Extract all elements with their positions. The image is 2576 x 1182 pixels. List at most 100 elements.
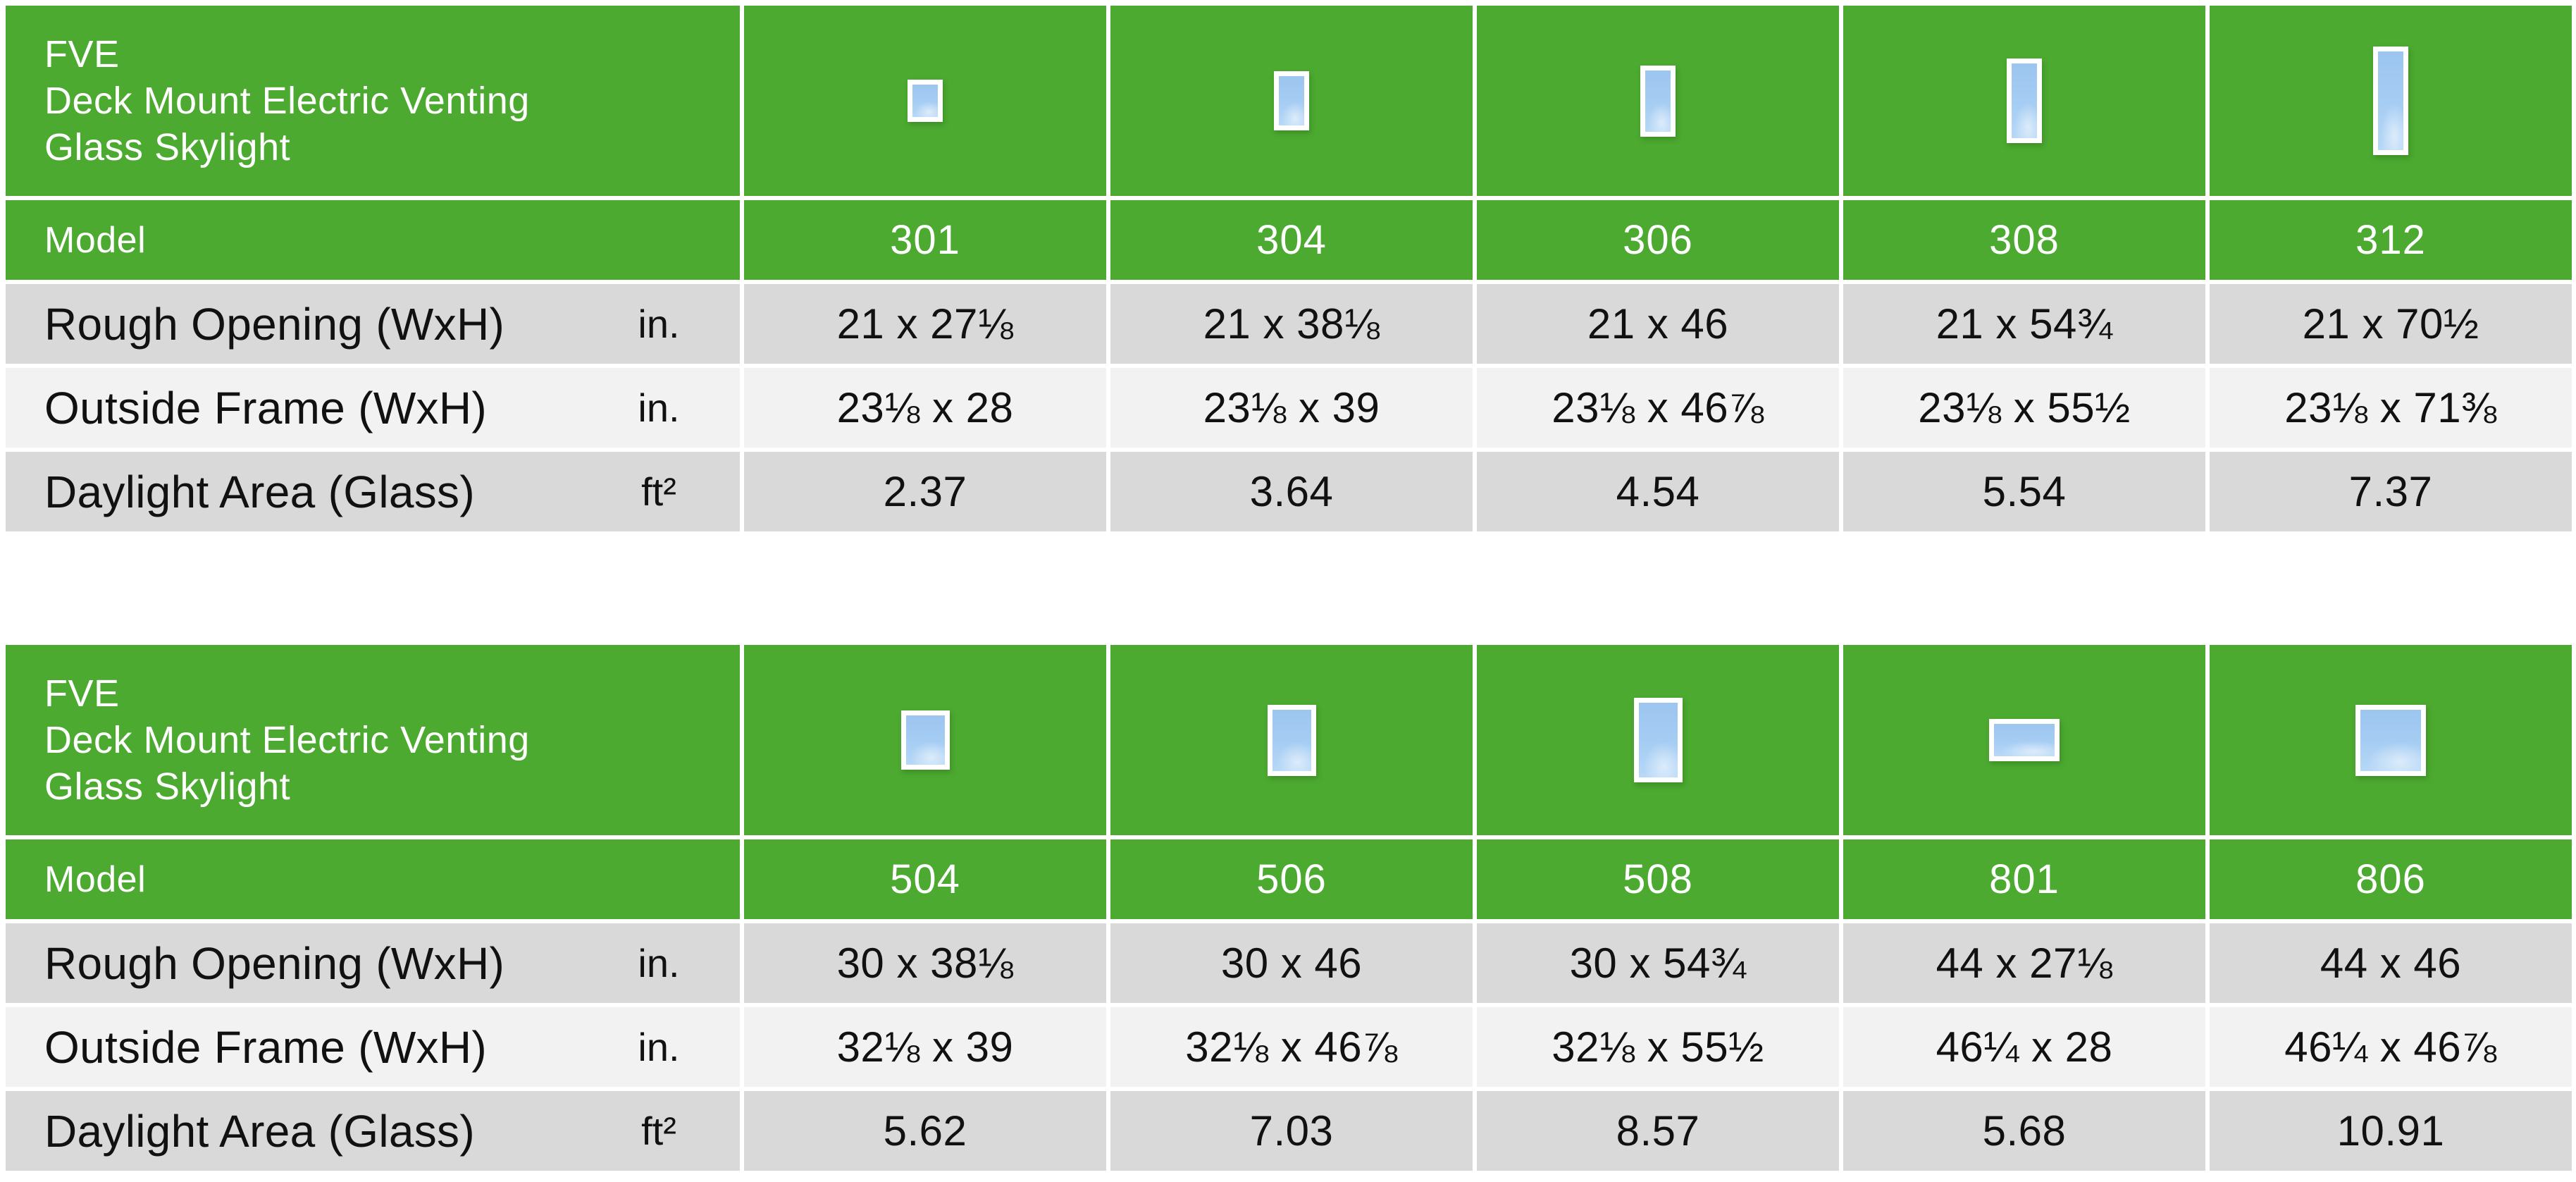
spec-value: 32⅛ x 46⅞ (1185, 1023, 1398, 1071)
skylight-glass (1994, 724, 2055, 756)
spec-value: 44 x 46 (2320, 940, 2462, 987)
spec-value: 23⅛ x 28 (836, 384, 1014, 431)
rough-opening-cell: 44 x 46 (2210, 923, 2572, 1003)
model-number: 504 (890, 856, 960, 902)
model-number-cell: 506 (1110, 839, 1473, 919)
model-number: 306 (1623, 217, 1693, 263)
skylight-306-icon (1640, 65, 1676, 137)
model-number: 506 (1256, 856, 1327, 902)
rough-opening-cell: 30 x 38⅛ (744, 923, 1106, 1003)
model-number-cell: 504 (744, 839, 1106, 919)
spec-value: 32⅛ x 55½ (1552, 1023, 1764, 1071)
table-header-title-cell: FVE Deck Mount Electric Venting Glass Sk… (6, 645, 740, 835)
spec-value: 7.37 (2348, 468, 2433, 515)
rough-opening-cell: 44 x 27⅛ (1843, 923, 2205, 1003)
spec-value: 23⅛ x 55½ (1918, 384, 2131, 431)
row-unit: in. (638, 302, 680, 346)
spec-value: 46¼ x 28 (1936, 1023, 2113, 1071)
product-description-line1: Deck Mount Electric Venting (44, 80, 530, 122)
row-label: Daylight Area (Glass) (44, 466, 475, 517)
rough-opening-cell: 30 x 46 (1110, 923, 1473, 1003)
daylight-area-row-header: Daylight Area (Glass) ft² (6, 452, 740, 531)
model-number-cell: 301 (744, 200, 1106, 280)
skylight-301-icon (908, 80, 943, 122)
spec-value: 2.37 (883, 468, 967, 515)
skylight-glass (2012, 63, 2037, 138)
model-number: 806 (2355, 856, 2426, 902)
rough-opening-cell: 21 x 27⅛ (744, 284, 1106, 364)
outside-frame-cell: 23⅛ x 46⅞ (1477, 368, 1839, 448)
skylight-508-icon (1633, 698, 1683, 782)
outside-frame-cell: 32⅛ x 39 (744, 1007, 1106, 1087)
icon-cell-301 (744, 6, 1106, 196)
icon-cell-308 (1843, 6, 2205, 196)
rough-opening-cell: 21 x 46 (1477, 284, 1839, 364)
model-number: 308 (1989, 217, 2060, 263)
fve-table-large-widths: FVE Deck Mount Electric Venting Glass Sk… (6, 645, 2572, 1171)
icon-cell-304 (1110, 6, 1473, 196)
spec-value: 21 x 27⅛ (836, 300, 1014, 347)
daylight-area-cell: 4.54 (1477, 452, 1839, 531)
icon-cell-504 (744, 645, 1106, 835)
spec-value: 21 x 70½ (2302, 300, 2479, 347)
daylight-area-cell: 5.62 (744, 1091, 1106, 1171)
spec-value: 5.68 (1982, 1107, 2067, 1155)
skylight-304-icon (1274, 71, 1309, 130)
spec-value: 3.64 (1249, 468, 1334, 515)
outside-frame-cell: 46¼ x 46⅞ (2210, 1007, 2572, 1087)
row-label: Outside Frame (WxH) (44, 1021, 487, 1073)
model-number-cell: 801 (1843, 839, 2205, 919)
skylight-glass (2360, 709, 2421, 771)
spec-value: 44 x 27⅛ (1936, 940, 2113, 987)
product-description-line2: Glass Skylight (44, 126, 291, 168)
model-number-cell: 508 (1477, 839, 1839, 919)
icon-cell-306 (1477, 6, 1839, 196)
spec-value: 4.54 (1616, 468, 1700, 515)
model-row-label: Model (44, 858, 147, 900)
icon-cell-312 (2210, 6, 2572, 196)
skylight-312-icon (2373, 47, 2408, 155)
daylight-area-cell: 5.54 (1843, 452, 2205, 531)
row-label: Daylight Area (Glass) (44, 1105, 475, 1157)
model-number-cell: 304 (1110, 200, 1473, 280)
model-number-cell: 306 (1477, 200, 1839, 280)
spec-value: 46¼ x 46⅞ (2284, 1023, 2497, 1071)
model-number: 508 (1623, 856, 1693, 902)
row-label: Rough Opening (WxH) (44, 937, 505, 989)
table-header-title-cell: FVE Deck Mount Electric Venting Glass Sk… (6, 6, 740, 196)
daylight-area-cell: 5.68 (1843, 1091, 2205, 1171)
icon-cell-506 (1110, 645, 1473, 835)
outside-frame-cell: 23⅛ x 39 (1110, 368, 1473, 448)
skylight-glass (1645, 70, 1671, 132)
rough-opening-row-header: Rough Opening (WxH) in. (6, 923, 740, 1003)
spec-value: 30 x 46 (1220, 940, 1363, 987)
skylight-glass (905, 715, 945, 765)
row-unit: in. (638, 386, 680, 430)
spec-value: 30 x 54¾ (1569, 940, 1747, 987)
outside-frame-cell: 46¼ x 28 (1843, 1007, 2205, 1087)
outside-frame-cell: 23⅛ x 55½ (1843, 368, 2205, 448)
icon-cell-806 (2210, 645, 2572, 835)
row-unit: in. (638, 1025, 680, 1069)
model-number: 304 (1256, 217, 1327, 263)
rough-opening-cell: 21 x 70½ (2210, 284, 2572, 364)
rough-opening-cell: 21 x 54¾ (1843, 284, 2205, 364)
outside-frame-cell: 23⅛ x 71⅜ (2210, 368, 2572, 448)
daylight-area-cell: 2.37 (744, 452, 1106, 531)
model-number-cell: 806 (2210, 839, 2572, 919)
model-row-header: Model (6, 200, 740, 280)
skylight-308-icon (2007, 59, 2042, 143)
fve-table-small-widths: FVE Deck Mount Electric Venting Glass Sk… (6, 6, 2572, 531)
model-row-label: Model (44, 219, 147, 261)
skylight-glass (2378, 51, 2403, 150)
skylight-glass (912, 85, 938, 117)
spec-value: 23⅛ x 71⅜ (2284, 384, 2497, 431)
skylight-glass (1279, 76, 1304, 125)
spec-value: 21 x 38⅛ (1203, 300, 1380, 347)
outside-frame-row-header: Outside Frame (WxH) in. (6, 368, 740, 448)
daylight-area-row-header: Daylight Area (Glass) ft² (6, 1091, 740, 1171)
daylight-area-cell: 10.91 (2210, 1091, 2572, 1171)
spec-value: 23⅛ x 46⅞ (1552, 384, 1764, 431)
icon-cell-801 (1843, 645, 2205, 835)
